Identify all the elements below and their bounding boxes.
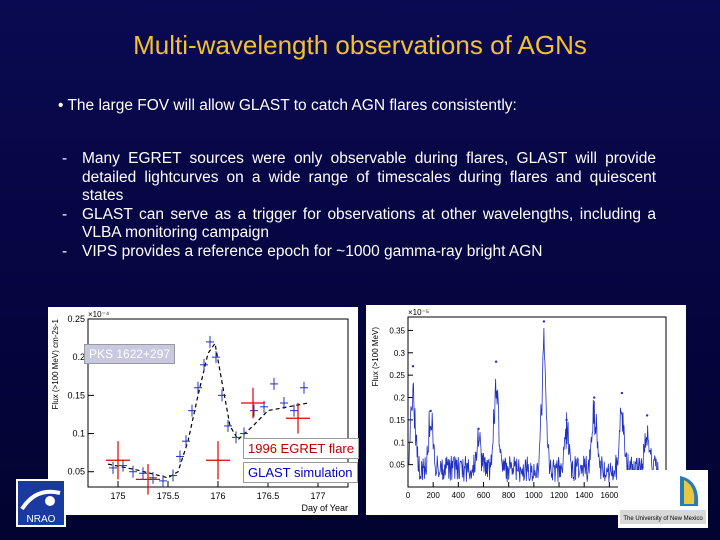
x-tick-label: 1200: [550, 491, 568, 500]
x-tick-label: 177: [310, 491, 325, 501]
unm-emblem-icon: The University of New Mexico: [618, 470, 708, 528]
flare-peak-point: [620, 391, 624, 395]
x-tick-label: 0: [406, 491, 411, 500]
y-tick-label: 0.2: [394, 394, 406, 403]
flare-peak-point: [542, 320, 546, 323]
dash-marker: -: [62, 150, 68, 167]
y-tick-label: 0.2: [72, 352, 85, 362]
y-tick-label: 0.15: [67, 390, 85, 400]
nrao-logo-text: NRAO: [27, 514, 56, 525]
sub-bullet-text: GLAST can serve as a trigger for observa…: [82, 205, 656, 242]
flare-peak-point: [494, 360, 498, 363]
y-multiplier-label: ×10⁻⁴: [88, 310, 110, 319]
y-tick-label: 0.15: [389, 416, 405, 425]
flare-peak-point: [411, 365, 415, 368]
egret-flare-label: 1996 EGRET flare: [243, 438, 359, 459]
x-tick-label: 1000: [525, 491, 543, 500]
y-tick-label: 0.25: [389, 371, 405, 380]
flare-peak-point: [593, 396, 596, 399]
main-bullet: • The large FOV will allow GLAST to catc…: [58, 97, 517, 114]
sub-bullet: - GLAST can serve as a trigger for obser…: [62, 206, 656, 243]
source-name-label: PKS 1622+297: [84, 344, 176, 364]
x-tick-label: 176: [210, 491, 225, 501]
dash-marker: -: [62, 205, 68, 223]
x-tick-label: 400: [452, 491, 466, 500]
x-tick-label: 600: [477, 491, 491, 500]
plot-frame: [407, 316, 667, 488]
sub-bullet: - VIPS provides a reference epoch for ~1…: [62, 243, 656, 262]
flare-plot-content: 175 175.5 176 176.5 177 0.05 0.1 0.15 0.2 0.25 Day…: [51, 310, 349, 513]
nrao-logo: NRAO: [16, 479, 66, 527]
y-tick-label: 0.1: [394, 438, 406, 447]
x-axis-label: Day of Year: [301, 503, 348, 513]
flare-peak-point: [477, 427, 480, 431]
y-axis-label: Flux (>100 MeV): [371, 327, 380, 387]
y-tick-label: 0.35: [389, 326, 405, 335]
sub-bullet-text: VIPS provides a reference epoch for ~100…: [82, 242, 543, 260]
y-tick-label: 0.1: [72, 429, 85, 439]
x-tick-label: 175.5: [157, 491, 180, 501]
x-tick-label: 1400: [575, 491, 593, 500]
y-multiplier-label: ×10⁻⁵: [408, 308, 429, 317]
x-tick-label: 176.5: [257, 491, 280, 501]
x-tick-label: 175: [110, 491, 125, 501]
y-tick-label: 0.05: [389, 461, 405, 470]
nrao-emblem-icon: NRAO: [18, 481, 64, 525]
sub-bullet-text: Many EGRET sources were only observable …: [82, 150, 656, 204]
sub-bullet-list: - Many EGRET sources were only observabl…: [62, 150, 656, 261]
unm-logo-text: The University of New Mexico: [623, 516, 703, 522]
lightcurve-series-line: [408, 327, 661, 483]
unm-logo: The University of New Mexico: [618, 470, 708, 528]
dash-marker: -: [62, 242, 68, 260]
flare-lightcurve-plot: 175 175.5 176 176.5 177 0.05 0.1 0.15 0.2 0.25 Day…: [48, 307, 358, 515]
x-tick-label: 200: [426, 491, 440, 500]
y-axis-label: Flux (>100 MeV) cm-2s-1: [51, 318, 60, 409]
y-tick-label: 0.05: [67, 467, 85, 477]
y-tick-label: 0.3: [394, 349, 406, 358]
x-tick-label: 1600: [600, 491, 618, 500]
flare-peak-point: [645, 414, 649, 417]
x-tick-label: 800: [502, 491, 516, 500]
slide-title: Multi-wavelength observations of AGNs: [133, 30, 587, 60]
y-tick-label: 0.25: [67, 314, 85, 324]
flare-peak-point: [565, 418, 568, 422]
flare-peak-point: [429, 409, 432, 413]
sub-bullet: - Many EGRET sources were only observabl…: [62, 150, 656, 206]
glast-simulation-label: GLAST simulation: [243, 462, 358, 483]
